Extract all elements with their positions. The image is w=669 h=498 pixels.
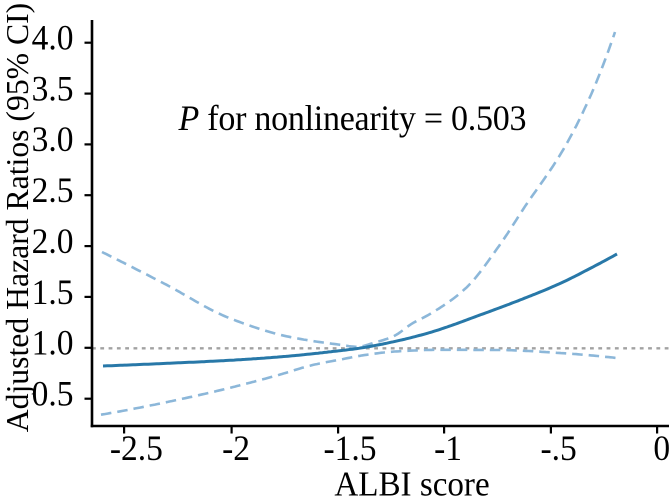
svg-text:3.0: 3.0 xyxy=(32,120,74,159)
svg-text:-1.5: -1.5 xyxy=(323,429,376,468)
svg-text:2.0: 2.0 xyxy=(32,222,74,261)
svg-text:P for nonlinearity = 0.503: P for nonlinearity = 0.503 xyxy=(178,98,527,138)
svg-text:-2: -2 xyxy=(222,429,250,468)
svg-text:1.0: 1.0 xyxy=(32,324,74,363)
svg-text:-2.5: -2.5 xyxy=(110,429,163,468)
svg-text:0.5: 0.5 xyxy=(32,375,74,414)
svg-text:-.5: -.5 xyxy=(540,429,576,468)
svg-text:3.5: 3.5 xyxy=(32,70,74,109)
svg-text:ALBI score: ALBI score xyxy=(334,466,489,498)
svg-text:2.5: 2.5 xyxy=(32,171,74,210)
svg-text:1.5: 1.5 xyxy=(32,273,74,312)
svg-text:4.0: 4.0 xyxy=(32,19,74,58)
svg-text:0: 0 xyxy=(653,429,669,468)
svg-text:-1: -1 xyxy=(434,429,462,468)
svg-text:Adjusted Hazard Ratios (95% CI: Adjusted Hazard Ratios (95% CI) xyxy=(0,3,35,432)
